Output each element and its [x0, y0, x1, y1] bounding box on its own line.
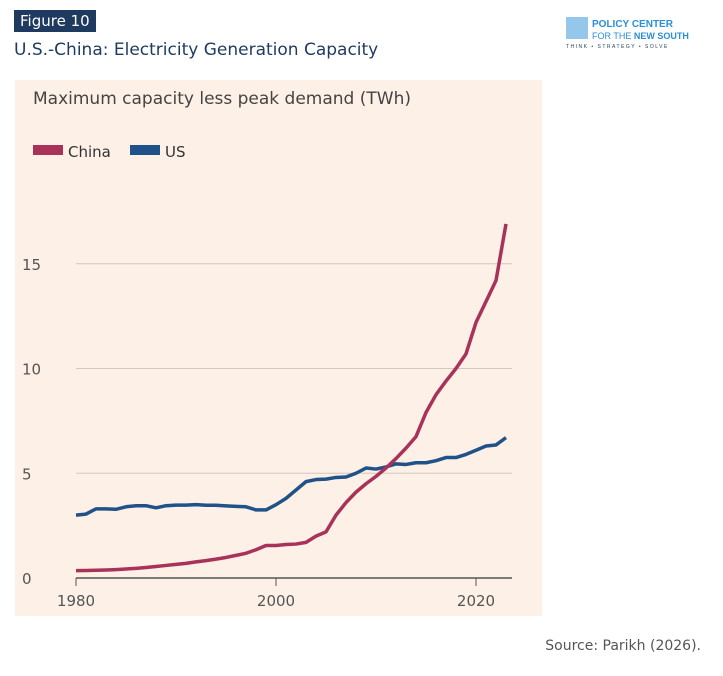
legend-label-china: China [68, 143, 111, 161]
x-tick-label: 2020 [457, 592, 495, 610]
x-tick-label: 1980 [57, 592, 95, 610]
figure-label: Figure 10 [14, 10, 96, 32]
chart-panel [15, 80, 542, 616]
policy-center-logo: POLICY CENTER FOR THE NEW SOUTH THINK • … [566, 17, 689, 50]
y-tick-label: 0 [22, 570, 32, 588]
svg-text:POLICY CENTER: POLICY CENTER [592, 19, 674, 30]
series-line-us [75, 436, 508, 517]
chart-title: Maximum capacity less peak demand (TWh) [33, 89, 411, 109]
legend-swatch-us [130, 145, 160, 155]
svg-text:THINK • STRATEGY • SOLVE: THINK • STRATEGY • SOLVE [566, 44, 669, 50]
series-line-china [75, 223, 508, 573]
figure-title: U.S.-China: Electricity Generation Capac… [14, 40, 379, 60]
svg-text:FOR THE NEW SOUTH: FOR THE NEW SOUTH [592, 31, 689, 41]
source-note: Source: Parikh (2026). [545, 638, 701, 654]
legend-label-us: US [165, 143, 186, 161]
y-tick-label: 10 [22, 361, 41, 379]
legend-swatch-china [33, 145, 63, 155]
y-tick-label: 5 [22, 465, 32, 483]
x-tick-label: 2000 [257, 592, 295, 610]
y-tick-label: 15 [22, 256, 41, 274]
